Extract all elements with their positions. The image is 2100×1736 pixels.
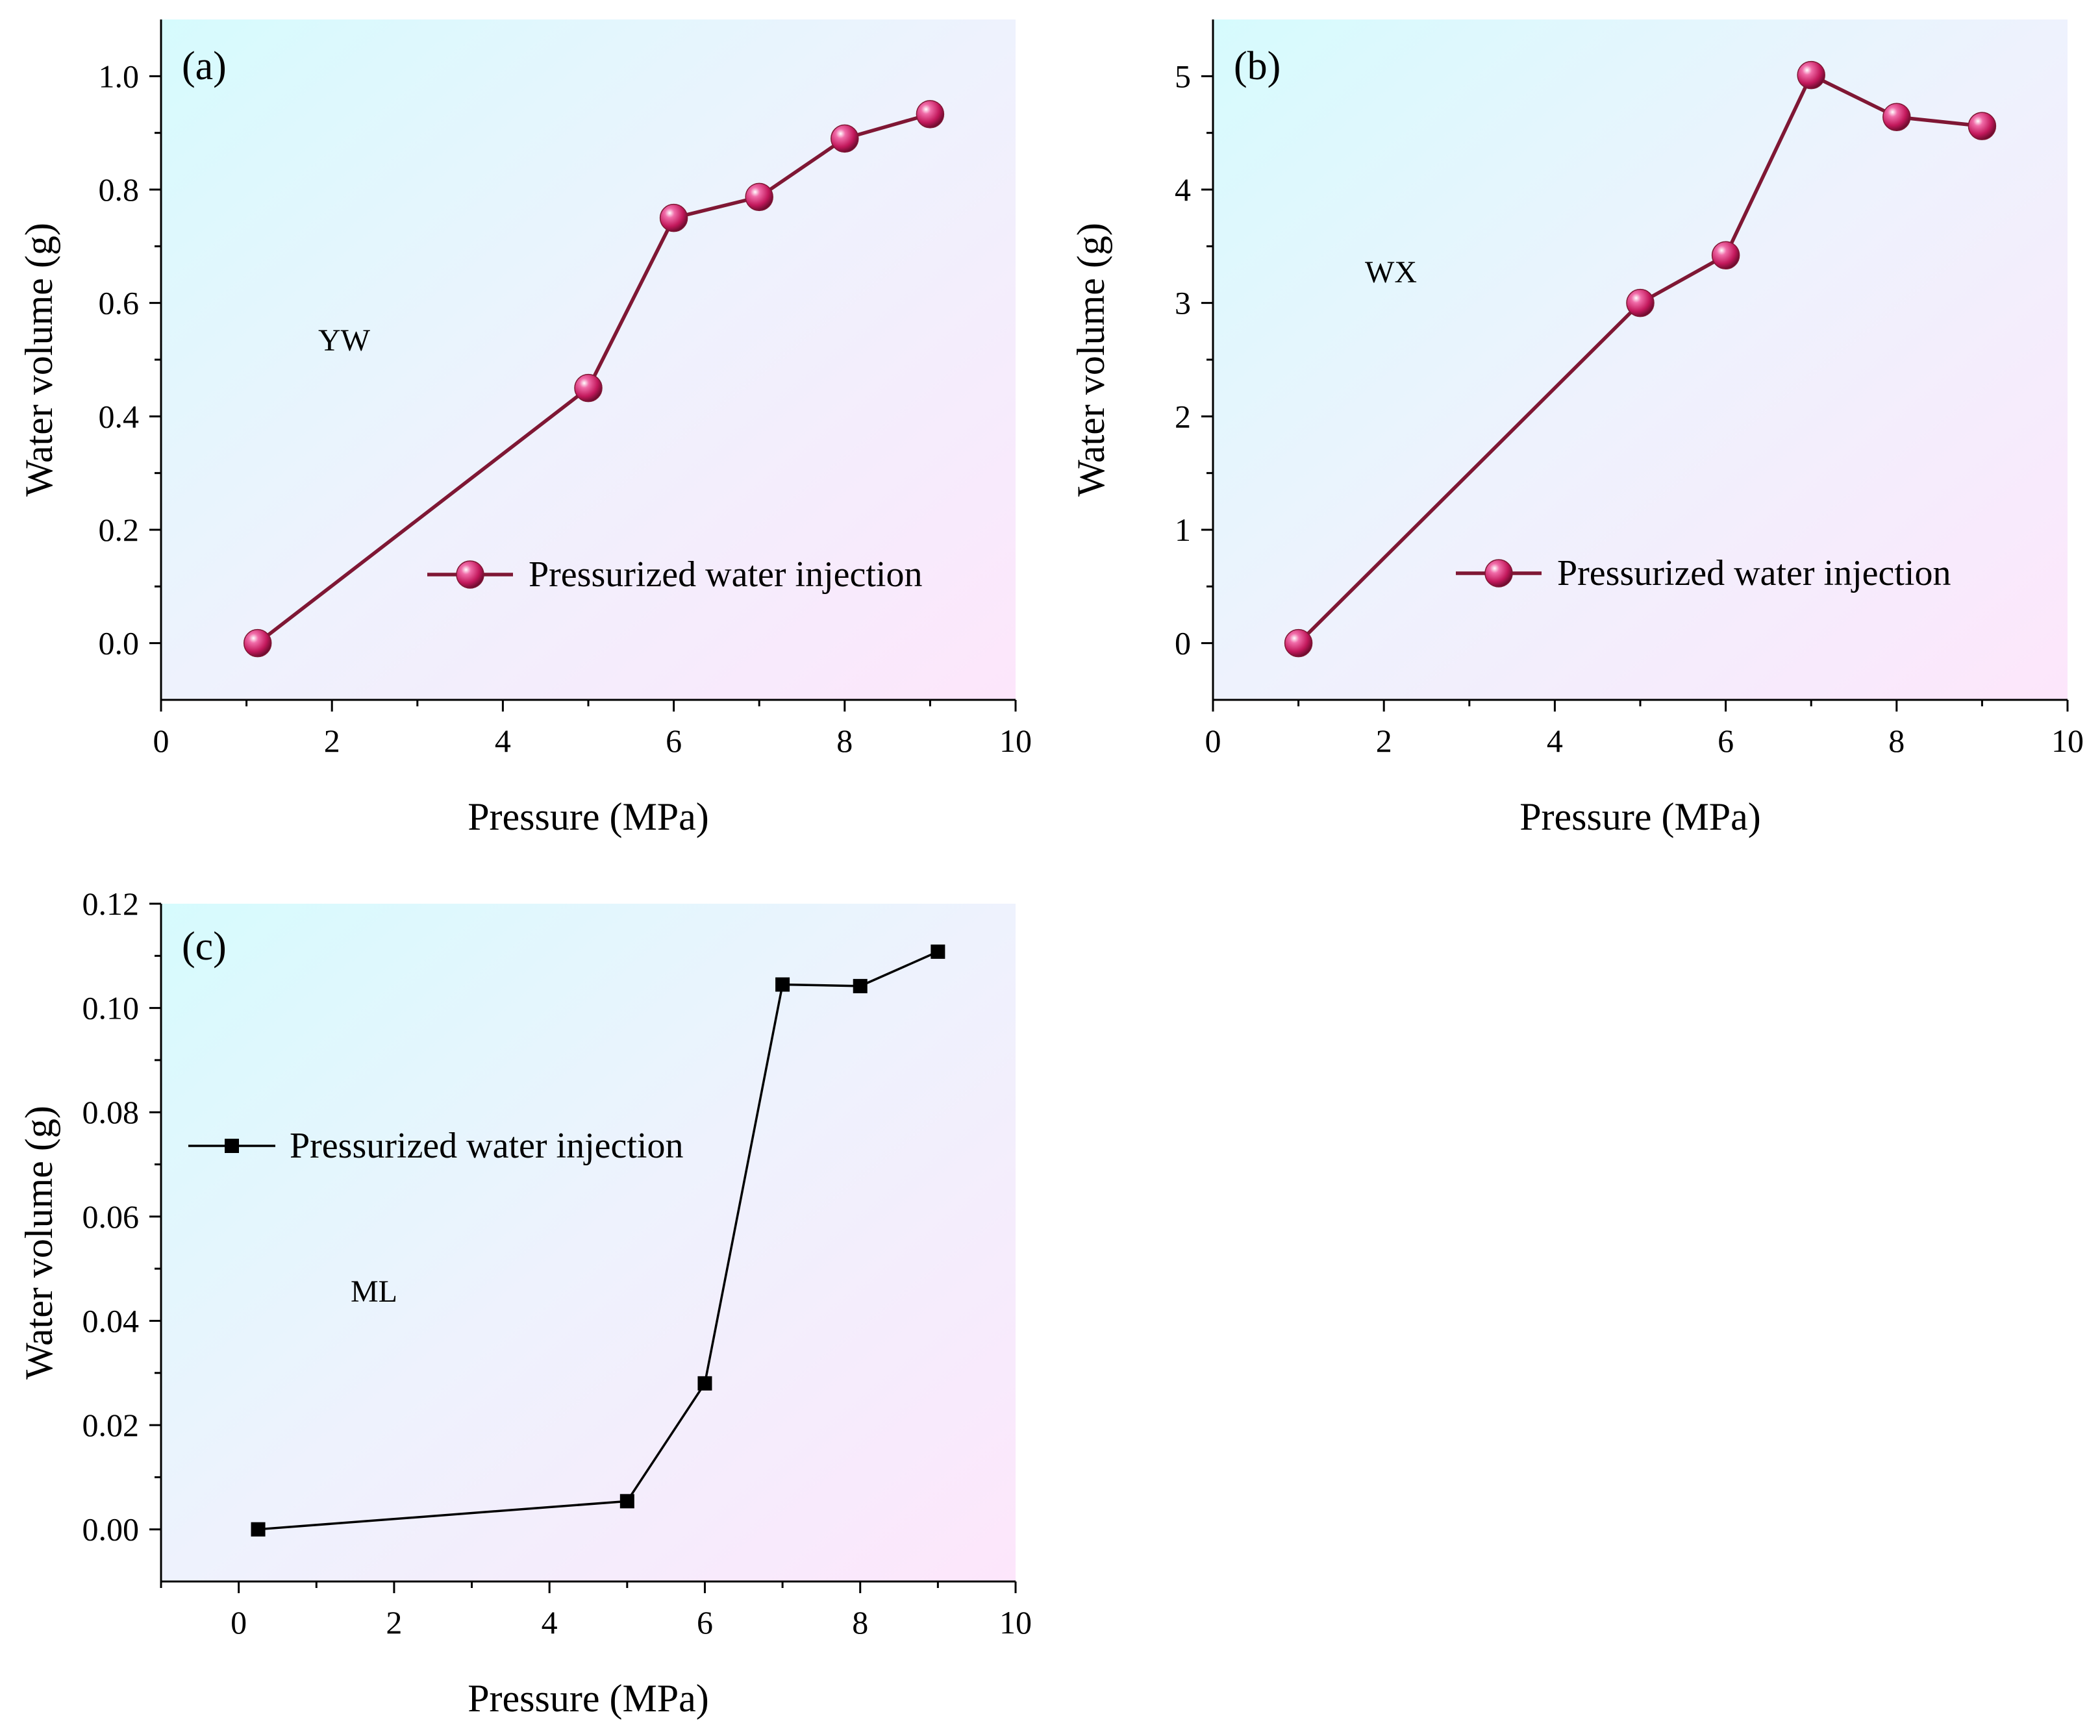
data-point bbox=[745, 182, 773, 212]
chart-panel-3: 0 2 4 6 8 10 0.00 0.02 0.04 0.06 0.08 0.10 0.12 Press… bbox=[18, 886, 1032, 1720]
data-point bbox=[1711, 241, 1740, 270]
y-tick-label: 0.00 bbox=[82, 1511, 140, 1548]
y-tick-label: 0.04 bbox=[82, 1302, 140, 1339]
data-point bbox=[619, 1494, 634, 1509]
y-tick-label: 0.8 bbox=[99, 171, 140, 208]
y-tick-label: 5 bbox=[1175, 58, 1191, 94]
y-tick-label: 0.6 bbox=[99, 285, 140, 321]
chart-panel-2: 0 2 4 6 8 10 0 1 2 3 4 5 Pressure (MPa) Water volume … bbox=[1069, 19, 2084, 838]
sample-label: YW bbox=[318, 323, 371, 358]
data-point bbox=[1797, 60, 1825, 90]
data-point bbox=[853, 978, 868, 993]
data-point bbox=[775, 977, 790, 992]
data-point bbox=[659, 203, 688, 232]
y-tick-label: 4 bbox=[1175, 171, 1191, 208]
data-point bbox=[1882, 103, 1911, 131]
series-line bbox=[1297, 73, 1982, 645]
y-tick-label: 0.0 bbox=[99, 625, 140, 662]
data-point bbox=[1968, 112, 1997, 140]
legend-label: Pressurized water injection bbox=[1557, 553, 1951, 593]
legend-marker bbox=[1484, 559, 1513, 588]
sample-label: ML bbox=[351, 1274, 397, 1309]
data-point bbox=[931, 944, 945, 959]
x-tick-label: 2 bbox=[1376, 723, 1392, 759]
y-axis-title: Water volume (g) bbox=[1069, 223, 1112, 497]
y-tick-label: 3 bbox=[1175, 285, 1191, 321]
x-tick-label: 4 bbox=[542, 1604, 558, 1641]
y-axis-title: Water volume (g) bbox=[18, 1106, 60, 1380]
data-point bbox=[243, 628, 272, 658]
legend: Pressurized water injection bbox=[188, 1126, 683, 1166]
y-tick-label: 0.06 bbox=[82, 1198, 140, 1235]
y-tick-label: 0.10 bbox=[82, 990, 140, 1026]
x-tick-label: 0 bbox=[231, 1604, 247, 1641]
x-tick-label: 8 bbox=[836, 723, 853, 759]
plot-background bbox=[161, 904, 1016, 1581]
y-tick-label: 0.08 bbox=[82, 1094, 140, 1130]
x-tick-label: 6 bbox=[666, 723, 682, 759]
x-axis-title: Pressure (MPa) bbox=[1519, 795, 1761, 838]
y-tick-label: 1.0 bbox=[99, 58, 140, 94]
y-tick-label: 0 bbox=[1175, 625, 1191, 662]
legend: Pressurized water injection bbox=[1456, 553, 1951, 593]
panel-label: (c) bbox=[182, 924, 227, 969]
x-tick-label: 0 bbox=[153, 723, 169, 759]
legend: Pressurized water injection bbox=[427, 554, 922, 595]
data-point bbox=[697, 1376, 712, 1391]
data-point bbox=[831, 124, 859, 153]
data-point bbox=[251, 1522, 266, 1537]
x-tick-label: 2 bbox=[324, 723, 340, 759]
x-tick-label: 8 bbox=[1888, 723, 1905, 759]
x-axis-title: Pressure (MPa) bbox=[468, 1677, 709, 1720]
data-point bbox=[574, 373, 603, 403]
y-tick-label: 1 bbox=[1175, 512, 1191, 548]
x-tick-label: 10 bbox=[999, 1604, 1032, 1641]
legend-label: Pressurized water injection bbox=[529, 554, 922, 595]
x-axis-title: Pressure (MPa) bbox=[468, 795, 709, 838]
chart-panel-1: 0 2 4 6 8 10 0.0 0.2 0.4 0.6 0.8 1.0 Pressure (MPa) W… bbox=[18, 19, 1032, 838]
y-axis-title: Water volume (g) bbox=[18, 223, 60, 497]
series-line bbox=[258, 950, 939, 1531]
y-tick-label: 0.2 bbox=[99, 512, 140, 548]
y-tick-label: 0.02 bbox=[82, 1407, 140, 1443]
legend-marker bbox=[456, 560, 484, 589]
x-tick-label: 8 bbox=[852, 1604, 868, 1641]
sample-label: WX bbox=[1365, 255, 1417, 290]
x-tick-label: 6 bbox=[697, 1604, 713, 1641]
x-tick-label: 10 bbox=[2051, 723, 2084, 759]
data-point bbox=[1284, 628, 1313, 658]
y-tick-label: 0.12 bbox=[82, 886, 140, 922]
x-tick-label: 6 bbox=[1718, 723, 1734, 759]
plot-background bbox=[161, 19, 1016, 700]
panel-label: (a) bbox=[182, 44, 227, 88]
y-tick-label: 2 bbox=[1175, 398, 1191, 434]
legend-marker bbox=[225, 1139, 239, 1153]
x-tick-label: 4 bbox=[1547, 723, 1563, 759]
panel-label: (b) bbox=[1234, 44, 1281, 88]
series-line bbox=[256, 112, 931, 645]
x-tick-label: 0 bbox=[1205, 723, 1221, 759]
legend-label: Pressurized water injection bbox=[290, 1126, 683, 1166]
data-point bbox=[916, 100, 945, 129]
x-tick-label: 4 bbox=[495, 723, 511, 759]
x-tick-label: 2 bbox=[386, 1604, 402, 1641]
data-point bbox=[1626, 288, 1655, 317]
y-tick-label: 0.4 bbox=[99, 398, 140, 434]
x-tick-label: 10 bbox=[999, 723, 1032, 759]
